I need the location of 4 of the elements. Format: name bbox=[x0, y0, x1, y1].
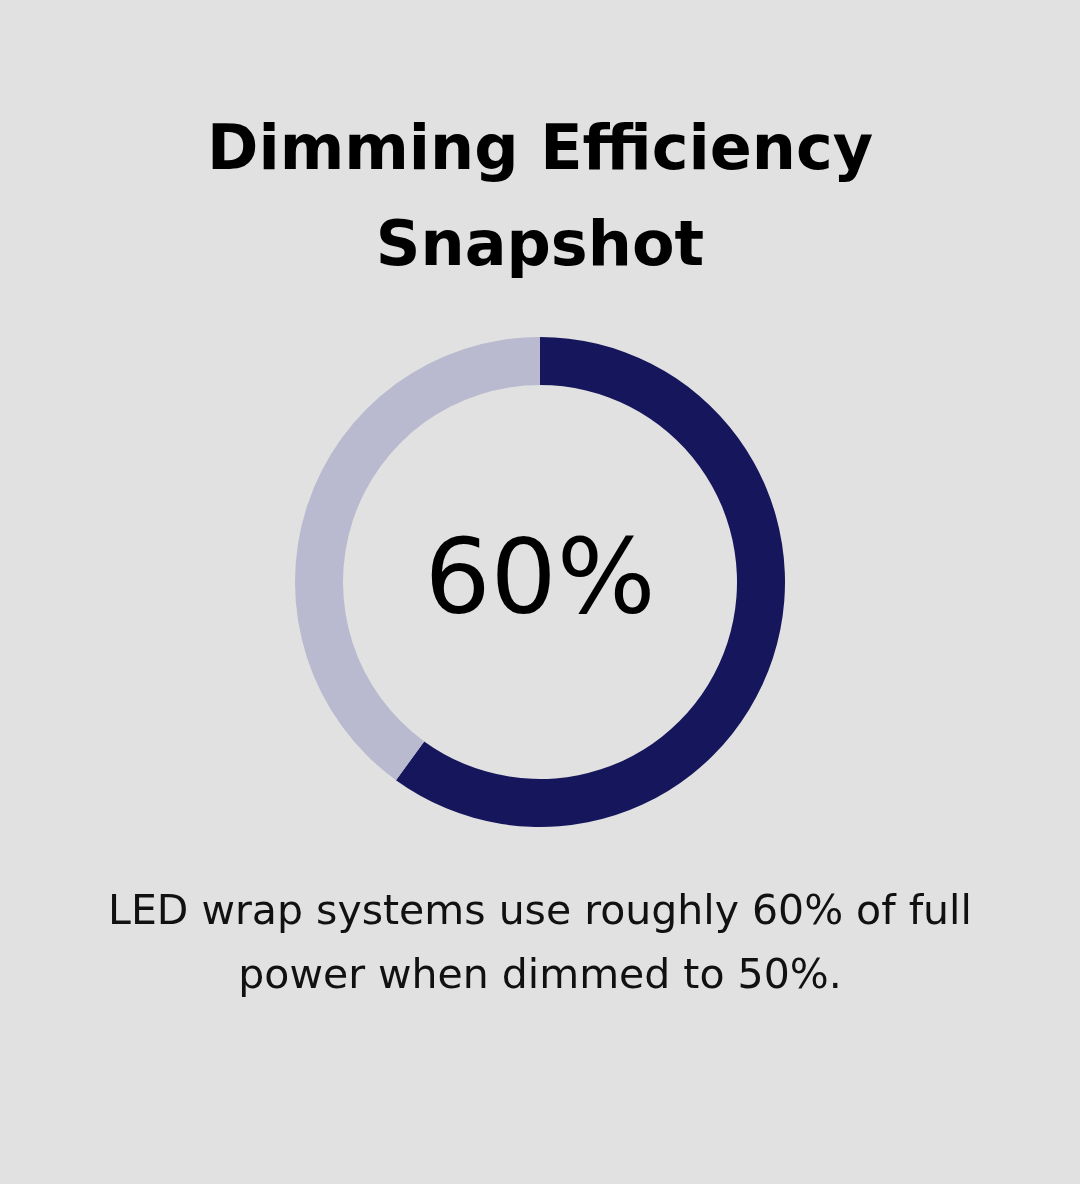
text: LED wrap systems use roughly 60% of full power when dimmed to 50%. bbox=[107, 885, 973, 1000]
data-label: 60% bbox=[424, 516, 656, 638]
chart-title: Dimming Efficiency Snapshot bbox=[205, 110, 875, 282]
donut-slice bbox=[395, 337, 785, 827]
